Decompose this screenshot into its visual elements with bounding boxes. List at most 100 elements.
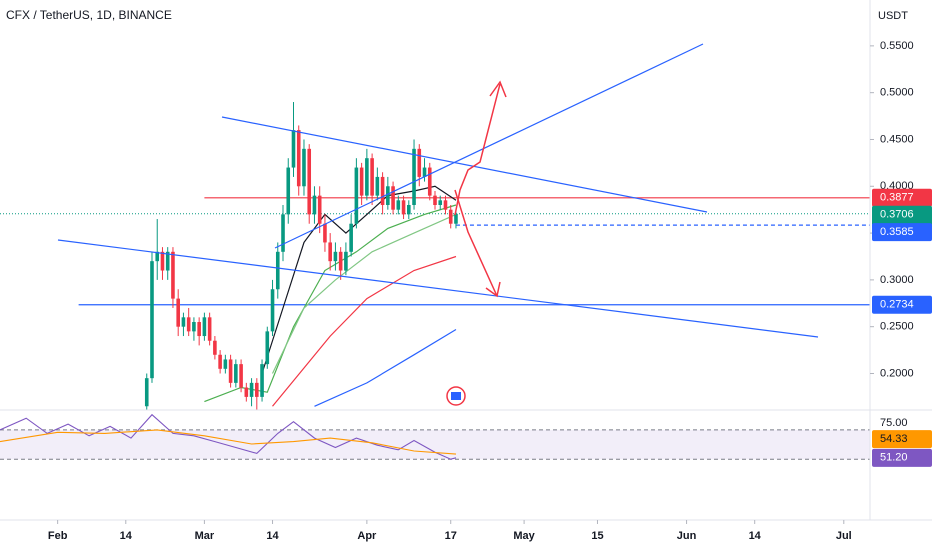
price-label-box: [872, 295, 932, 314]
candle-body: [244, 387, 249, 397]
x-tick-label: Jul: [836, 530, 852, 542]
x-tick-label: Mar: [195, 530, 215, 542]
price-label: 0.3585: [880, 226, 914, 238]
candle-body: [291, 130, 296, 168]
candle-body: [375, 176, 380, 196]
candle-body: [186, 317, 191, 332]
rsi-lines: [0, 413, 457, 460]
candle-body: [296, 130, 301, 187]
candle-body: [270, 289, 275, 332]
price-label: 0.2734: [880, 299, 914, 311]
y-tick-label: 0.2500: [880, 321, 914, 333]
x-tick-label: Feb: [48, 530, 68, 542]
candle-body: [454, 213, 458, 224]
event-flag: [451, 392, 461, 400]
x-tick-label: 14: [749, 530, 762, 542]
drawings: [57, 43, 819, 406]
candle-body: [427, 167, 432, 196]
last-price-label: 0.3706: [880, 209, 914, 221]
moving-average: [261, 185, 457, 374]
candle-body: [302, 148, 306, 187]
x-tick-label: 15: [591, 530, 603, 542]
rsi-value-box: [872, 430, 932, 449]
candle-body: [333, 251, 338, 262]
rsi-pane: [0, 413, 870, 460]
moving-average: [271, 213, 457, 374]
moving-average: [314, 328, 457, 407]
candle-body: [338, 251, 343, 271]
candle-body: [218, 354, 222, 369]
symbol-title: CFX / TetherUS, 1D, BINANCE: [6, 8, 172, 22]
candle-body: [144, 378, 149, 407]
candle-body: [370, 158, 374, 196]
candle-body: [349, 223, 353, 252]
axes: 0.20000.25000.30000.35000.40000.45000.50…: [48, 40, 932, 542]
candle-body: [197, 322, 201, 337]
y-tick-label: 0.4500: [880, 133, 914, 145]
rsi-band-label: 75.00: [880, 417, 908, 429]
candle-body: [150, 261, 154, 379]
candle-body: [255, 382, 259, 397]
candle-body: [422, 167, 427, 177]
candle-body: [323, 223, 327, 243]
projection-arrow: [454, 83, 501, 216]
trend-line: [57, 239, 819, 338]
candle-body: [448, 209, 453, 224]
candle-body: [249, 382, 254, 397]
candle-body: [344, 251, 348, 271]
rsi-value-box: [872, 448, 932, 467]
candle-body: [265, 331, 270, 365]
y-tick-label: 0.3000: [880, 274, 914, 286]
candle-body: [406, 205, 411, 215]
x-tick-label: May: [513, 530, 535, 542]
candle-body: [275, 251, 280, 290]
candle-body: [443, 200, 448, 210]
rsi-line: [0, 429, 457, 455]
candle-body: [155, 251, 160, 262]
x-tick-label: 14: [266, 530, 279, 542]
candle-body: [223, 359, 228, 369]
candle-body: [365, 158, 369, 196]
candle-body: [417, 148, 422, 177]
candle-body: [176, 298, 180, 327]
rsi-value-label: 54.33: [880, 433, 908, 445]
candle-body: [328, 242, 332, 262]
candle-body: [286, 167, 291, 215]
axis-unit: USDT: [878, 10, 908, 22]
candle-body: [438, 200, 443, 205]
candle-body: [307, 148, 312, 215]
candle-body: [239, 364, 243, 388]
trend-line: [274, 43, 704, 249]
candle-body: [165, 251, 170, 271]
x-tick-label: 14: [120, 530, 133, 542]
x-tick-label: 17: [445, 530, 457, 542]
candle-body: [380, 176, 385, 205]
candle-body: [234, 364, 238, 383]
price-label: 0.3877: [880, 192, 914, 204]
x-tick-label: Jun: [677, 530, 697, 542]
price-label-box: [872, 223, 932, 242]
candle-body: [312, 195, 317, 215]
x-tick-label: Apr: [357, 530, 377, 542]
candle-body: [202, 317, 207, 337]
candle-body: [260, 364, 264, 397]
candle-body: [386, 186, 390, 205]
candle-body: [213, 340, 217, 355]
candle-body: [181, 317, 186, 327]
candle-body: [160, 251, 165, 271]
candle-body: [207, 317, 212, 341]
candle-body: [401, 200, 406, 215]
arrow-head: [489, 80, 507, 98]
candle-body: [391, 186, 395, 210]
candle-body: [317, 195, 322, 224]
candle-body: [192, 322, 196, 332]
price-pane: [0, 102, 870, 410]
candle-body: [359, 167, 364, 196]
trend-line: [221, 116, 708, 213]
moving-average: [272, 255, 457, 407]
y-tick-label: 0.2000: [880, 367, 914, 379]
candle-body: [433, 195, 437, 205]
rsi-band-fill: [0, 429, 870, 460]
